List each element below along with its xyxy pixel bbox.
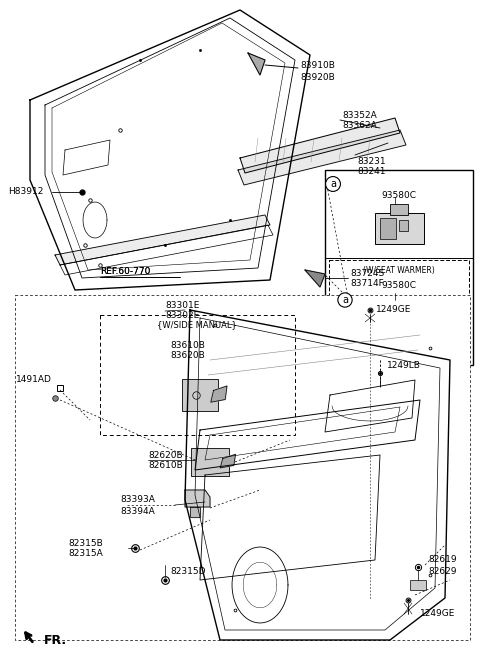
Text: 1249GE: 1249GE	[376, 305, 411, 314]
Bar	[100, 315, 295, 435]
Text: 82620B: 82620B	[148, 451, 182, 459]
Text: 83620B: 83620B	[170, 352, 205, 361]
Text: 82619: 82619	[428, 555, 456, 565]
Polygon shape	[248, 53, 265, 75]
Text: 83352A: 83352A	[342, 111, 377, 120]
Bar	[380, 312, 396, 332]
Bar	[192, 448, 228, 475]
Text: 83241: 83241	[357, 167, 385, 177]
Text: 82315D: 82315D	[170, 567, 205, 577]
Text: 83302E: 83302E	[165, 312, 199, 320]
Text: 83714F: 83714F	[350, 279, 384, 289]
Polygon shape	[238, 130, 406, 185]
Bar	[399, 220, 408, 231]
Text: 83724S: 83724S	[350, 269, 384, 277]
Bar	[390, 204, 408, 214]
Text: 83231: 83231	[357, 156, 385, 166]
Bar	[325, 170, 473, 365]
Bar	[399, 315, 408, 325]
Bar	[182, 379, 218, 411]
Text: 83610B: 83610B	[170, 340, 205, 350]
Text: 83362A: 83362A	[342, 122, 377, 130]
Text: 82315B: 82315B	[68, 538, 103, 547]
Text: 93580C: 93580C	[382, 191, 417, 199]
Text: (W/SEAT WARMER): (W/SEAT WARMER)	[363, 265, 435, 275]
Polygon shape	[305, 270, 325, 287]
Polygon shape	[190, 507, 200, 517]
Text: 1249GE: 1249GE	[420, 610, 456, 618]
Text: 83393A: 83393A	[120, 495, 155, 504]
Polygon shape	[220, 454, 236, 468]
Text: REF.60-770: REF.60-770	[100, 267, 150, 277]
Text: 82629: 82629	[428, 567, 456, 575]
Text: a: a	[330, 179, 336, 189]
Text: 83301E: 83301E	[165, 301, 199, 310]
Polygon shape	[185, 490, 210, 507]
Bar	[375, 213, 424, 244]
Text: {W/SIDE MANUAL}: {W/SIDE MANUAL}	[157, 320, 237, 330]
Text: 83920B: 83920B	[300, 73, 335, 81]
Text: 83910B: 83910B	[300, 60, 335, 70]
Polygon shape	[211, 386, 227, 402]
Bar	[380, 218, 396, 239]
Text: 82315A: 82315A	[68, 549, 103, 559]
Text: a: a	[342, 295, 348, 305]
Bar	[15, 295, 470, 640]
Bar	[376, 308, 422, 337]
Polygon shape	[55, 215, 270, 265]
Bar	[329, 260, 469, 360]
Polygon shape	[240, 118, 400, 173]
Text: 83394A: 83394A	[120, 506, 155, 516]
Text: REF.60-770: REF.60-770	[100, 267, 150, 277]
Text: 82610B: 82610B	[148, 461, 183, 471]
Bar	[391, 299, 408, 310]
Text: 1249LB: 1249LB	[387, 361, 421, 369]
Text: H83912: H83912	[8, 187, 43, 197]
Bar	[410, 580, 426, 590]
Text: 93580C: 93580C	[382, 281, 417, 289]
Text: FR.: FR.	[44, 634, 67, 647]
Text: 1491AD: 1491AD	[16, 375, 52, 385]
